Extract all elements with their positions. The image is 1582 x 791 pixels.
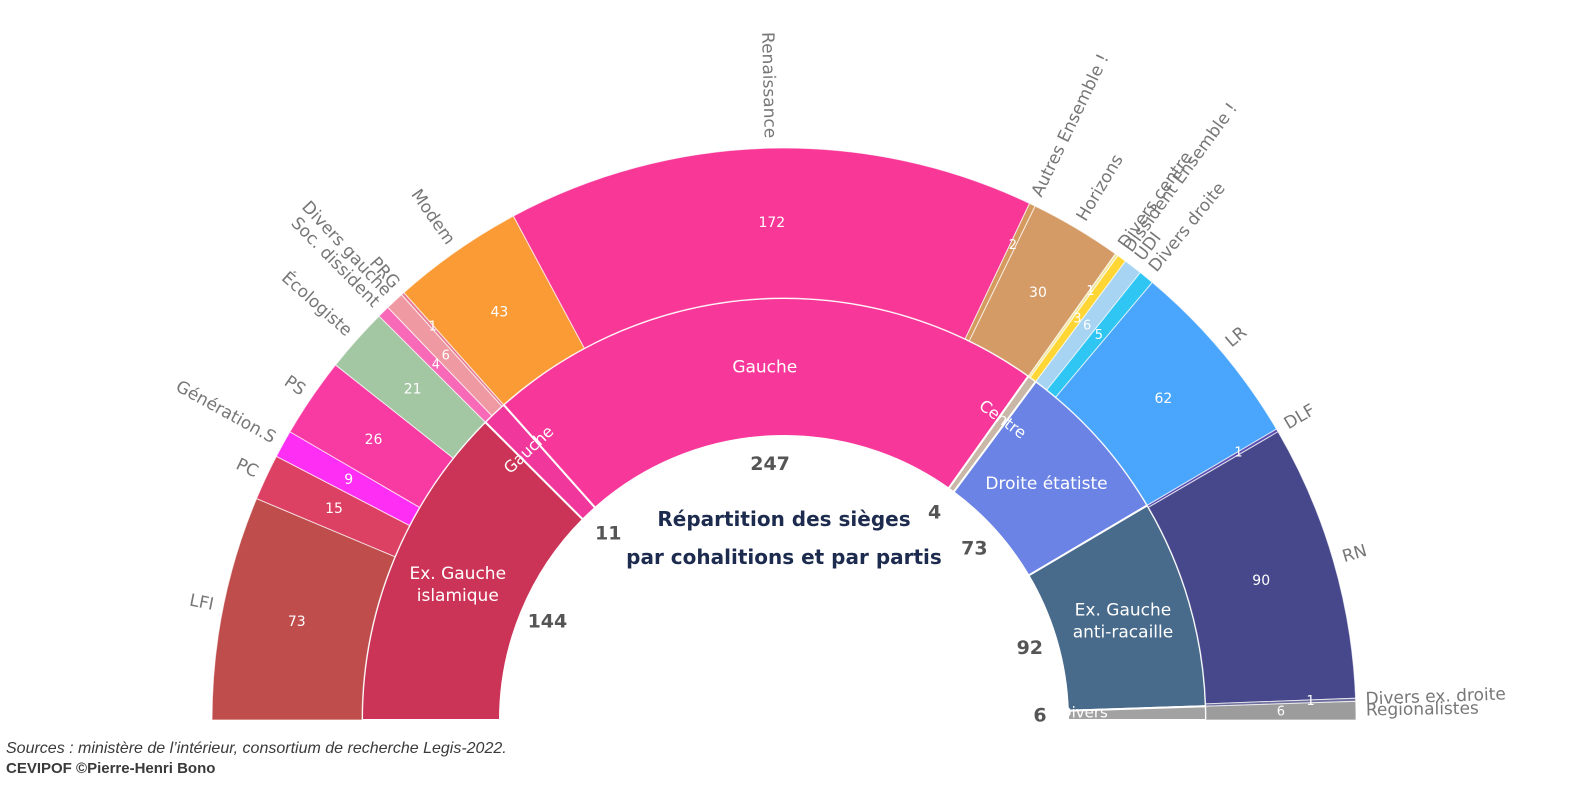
party-segment-regionalistes[interactable] bbox=[1205, 700, 1357, 721]
party-value-lfi: 73 bbox=[288, 614, 306, 630]
party-value-modem: 43 bbox=[490, 305, 508, 321]
source-note: Sources : ministère de l’intérieur, cons… bbox=[6, 740, 507, 757]
party-value-renaissance: 172 bbox=[758, 215, 785, 231]
party-value-divers-gauche: 6 bbox=[442, 348, 450, 363]
coalition-value-ex-gauche-islamique-0: 144 bbox=[528, 611, 568, 633]
party-value-divers-centre: 1 bbox=[1086, 284, 1094, 299]
party-value-horizons: 30 bbox=[1029, 285, 1047, 301]
party-value-soc-dissident: 4 bbox=[432, 358, 440, 373]
party-name-horizons: Horizons bbox=[1073, 151, 1128, 225]
party-value-divers-ex-droite: 1 bbox=[1307, 694, 1315, 709]
coalition-label-ex-gauche-islamique-0: Ex. Gauche bbox=[409, 564, 506, 584]
coalition-label-gauche-0: Gauche bbox=[732, 358, 797, 378]
coalition-value-droite-etatiste-4: 73 bbox=[961, 537, 987, 559]
party-name-divers-ex-droite: Divers ex. droite bbox=[1365, 684, 1506, 709]
party-name-ps: PS bbox=[280, 372, 309, 400]
party-value-udi: 6 bbox=[1083, 319, 1091, 334]
coalition-value-gauche-1: 11 bbox=[595, 522, 621, 544]
party-ring bbox=[211, 147, 1357, 721]
party-value-divers-droite: 5 bbox=[1095, 328, 1103, 343]
party-name-generation-s: Génération.S bbox=[172, 377, 279, 448]
party-name-lfi: LFI bbox=[188, 591, 216, 615]
party-value-autres-ensemble: 2 bbox=[1009, 238, 1017, 253]
chart-title-line-1: Répartition des sièges bbox=[657, 507, 911, 531]
coalition-ring bbox=[360, 297, 1208, 721]
party-name-renaissance: Renaissance bbox=[757, 32, 780, 139]
party-value-prg: 1 bbox=[429, 320, 437, 335]
party-value-pc: 15 bbox=[325, 501, 343, 517]
party-name-lr: LR bbox=[1222, 323, 1251, 352]
chart-title: Répartition des sièges par cohalitions e… bbox=[584, 500, 984, 576]
party-value-ps: 26 bbox=[365, 432, 383, 448]
party-name-modem: Modem bbox=[406, 186, 458, 249]
party-name-pc: PC bbox=[233, 455, 262, 482]
coalition-value-gauche-2: 247 bbox=[750, 453, 790, 475]
coalition-label-divers: Divers bbox=[1060, 704, 1108, 722]
coalition-label-droite-etatiste-0: Droite étatiste bbox=[985, 474, 1107, 494]
coalition-label-ex-gauche-anti-racaille-0: Ex. Gauche bbox=[1075, 600, 1172, 620]
party-value-rn: 90 bbox=[1252, 573, 1270, 589]
party-value-regionalistes: 6 bbox=[1277, 704, 1285, 719]
party-name-dlf: DLF bbox=[1281, 400, 1319, 434]
party-name-regionalistes: Regionalistes bbox=[1366, 699, 1479, 721]
chart-title-line-2: par cohalitions et par partis bbox=[626, 545, 942, 569]
coalition-value-divers-6: 6 bbox=[1033, 704, 1046, 726]
party-value-generation-s: 9 bbox=[344, 472, 353, 488]
coalition-label-ex-gauche-islamique-1: islamique bbox=[417, 586, 499, 606]
coalition-label-ex-gauche-anti-racaille-1: anti-racaille bbox=[1073, 622, 1174, 642]
coalition-value-centre-3: 4 bbox=[928, 501, 941, 523]
credit-note: CEVIPOF ©Pierre-Henri Bono bbox=[6, 760, 216, 777]
party-value-dissident-ensemble: 3 bbox=[1073, 311, 1081, 326]
party-name-rn: RN bbox=[1340, 541, 1369, 567]
party-value-ecologiste: 21 bbox=[404, 382, 422, 398]
party-value-lr: 62 bbox=[1154, 391, 1172, 407]
party-value-dlf: 1 bbox=[1234, 446, 1242, 461]
coalition-value-ex-gauche-anti-racaille-5: 92 bbox=[1017, 637, 1043, 659]
